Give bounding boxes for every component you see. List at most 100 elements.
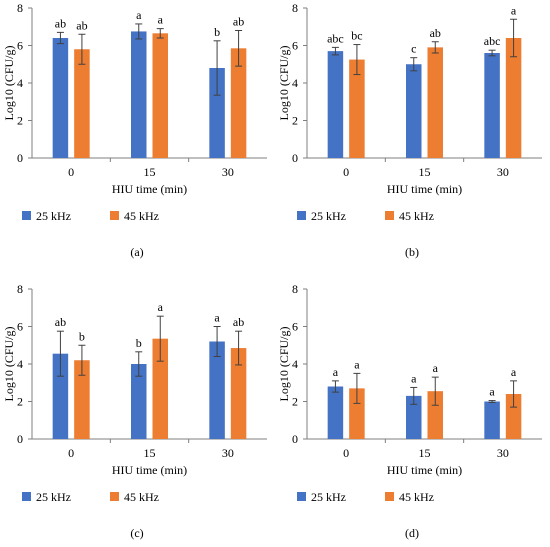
significance-label: a <box>333 365 339 379</box>
x-tick-label: 30 <box>497 165 509 179</box>
legend-swatch <box>22 492 31 501</box>
y-tick-label: 8 <box>292 1 298 15</box>
legend-label: 45 kHz <box>124 209 159 223</box>
bar <box>74 360 90 439</box>
y-tick-label: 4 <box>17 76 23 90</box>
significance-label: ab <box>233 15 244 29</box>
bar <box>74 49 90 158</box>
y-tick-label: 2 <box>292 114 298 128</box>
chart-panel: 0 2 4 6 8 Log10 (CFU/g) 0 a a 15 a a 30 a a HIU time (m… <box>277 282 542 540</box>
y-tick-label: 6 <box>17 39 23 53</box>
significance-label: ab <box>55 315 66 329</box>
x-axis-label: HIU time (min) <box>387 463 462 477</box>
legend-swatch <box>110 211 119 220</box>
bar <box>52 38 69 158</box>
y-axis-label: Log10 (CFU/g) <box>2 45 16 120</box>
legend-label: 25 kHz <box>311 209 346 223</box>
bar <box>327 386 344 439</box>
bar <box>349 59 365 158</box>
significance-label: a <box>511 365 517 379</box>
y-axis-label: Log10 (CFU/g) <box>277 45 291 120</box>
x-axis-label: HIU time (min) <box>112 463 187 477</box>
legend-label: 45 kHz <box>399 209 434 223</box>
significance-label: bc <box>351 29 362 43</box>
panel-label: (b) <box>405 245 419 259</box>
significance-label: a <box>511 3 517 17</box>
x-tick-label: 30 <box>222 165 234 179</box>
y-tick-label: 0 <box>17 151 23 165</box>
bar <box>484 401 500 439</box>
significance-label: a <box>411 371 417 385</box>
x-tick-label: 15 <box>144 446 156 460</box>
significance-label: a <box>158 13 164 27</box>
significance-label: ab <box>430 26 441 40</box>
significance-label: a <box>136 8 142 22</box>
bar <box>209 341 225 439</box>
significance-label: b <box>136 336 142 350</box>
x-tick-label: 15 <box>144 165 156 179</box>
significance-label: a <box>433 361 439 375</box>
bar <box>505 38 522 158</box>
bar <box>209 68 225 158</box>
x-tick-label: 15 <box>419 165 431 179</box>
bar <box>484 53 500 158</box>
y-tick-label: 8 <box>292 282 298 296</box>
y-tick-label: 2 <box>17 114 23 128</box>
bar <box>52 353 69 439</box>
legend-swatch <box>22 211 31 220</box>
x-tick-label: 0 <box>343 165 349 179</box>
bar <box>230 48 247 158</box>
legend-label: 25 kHz <box>311 490 346 504</box>
bar <box>427 47 443 158</box>
y-tick-label: 6 <box>292 39 298 53</box>
bar <box>427 391 443 439</box>
bar <box>131 31 147 158</box>
significance-label: a <box>489 385 495 399</box>
y-tick-label: 0 <box>292 432 298 446</box>
y-tick-label: 8 <box>17 282 23 296</box>
y-tick-label: 0 <box>17 432 23 446</box>
y-tick-label: 0 <box>292 151 298 165</box>
bar <box>152 338 168 439</box>
y-tick-label: 4 <box>292 76 298 90</box>
legend-swatch <box>385 211 394 220</box>
y-tick-label: 6 <box>292 320 298 334</box>
legend-swatch <box>297 492 306 501</box>
significance-label: b <box>79 329 85 343</box>
bar <box>406 395 422 439</box>
x-tick-label: 0 <box>343 446 349 460</box>
y-tick-label: 4 <box>292 357 298 371</box>
bar <box>230 348 247 439</box>
bar <box>327 51 344 158</box>
legend-label: 25 kHz <box>36 490 71 504</box>
significance-label: a <box>354 357 360 371</box>
bar <box>406 64 422 158</box>
x-tick-label: 0 <box>68 446 74 460</box>
bar <box>152 33 168 158</box>
significance-label: a <box>158 300 164 314</box>
legend-label: 45 kHz <box>399 490 434 504</box>
y-tick-label: 8 <box>17 1 23 15</box>
significance-label: b <box>214 25 220 39</box>
significance-label: ab <box>233 315 244 329</box>
significance-label: abc <box>327 31 344 45</box>
bar <box>505 394 522 439</box>
y-axis-label: Log10 (CFU/g) <box>2 326 16 401</box>
legend-swatch <box>297 211 306 220</box>
significance-label: a <box>214 311 220 325</box>
y-axis-label: Log10 (CFU/g) <box>277 326 291 401</box>
x-tick-label: 30 <box>497 446 509 460</box>
legend-label: 45 kHz <box>124 490 159 504</box>
bar <box>349 388 365 439</box>
x-tick-label: 0 <box>68 165 74 179</box>
y-tick-label: 2 <box>292 395 298 409</box>
legend-swatch <box>110 492 119 501</box>
legend-swatch <box>385 492 394 501</box>
significance-label: ab <box>76 18 87 32</box>
legend-label: 25 kHz <box>36 209 71 223</box>
significance-label: ab <box>55 16 66 30</box>
x-axis-label: HIU time (min) <box>112 182 187 196</box>
